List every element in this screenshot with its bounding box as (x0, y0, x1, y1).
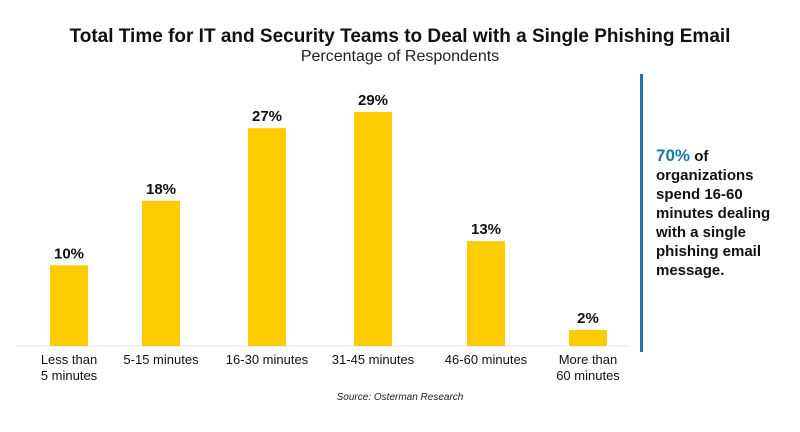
bar (569, 329, 607, 346)
bar-value-label: 2% (577, 310, 599, 327)
bar (248, 128, 286, 346)
category-label: 16-30 minutes (226, 352, 309, 367)
category-label: 5-15 minutes (123, 352, 199, 367)
chart-title: Total Time for IT and Security Teams to … (69, 26, 731, 47)
bar-value-label: 29% (358, 92, 388, 109)
bar (467, 241, 505, 346)
category-label: More than (559, 352, 618, 367)
callout-text: 70% of organizations spend 16-60 minutes… (656, 146, 794, 280)
category-label: 46-60 minutes (445, 352, 528, 367)
callout-divider (640, 74, 643, 352)
bar (142, 200, 180, 346)
bar-value-label: 18% (146, 181, 176, 198)
category-label: 60 minutes (556, 368, 620, 383)
bar (50, 265, 88, 346)
callout-body: of organizations spend 16-60 minutes dea… (656, 148, 771, 279)
category-label: 5 minutes (41, 368, 98, 383)
bar-value-label: 13% (471, 221, 501, 238)
callout-highlight: 70% (656, 146, 691, 165)
source-note: Source: Osterman Research (336, 392, 464, 403)
bar-value-label: 27% (252, 108, 282, 125)
category-label: Less than (41, 352, 97, 367)
chart-subtitle: Percentage of Respondents (300, 48, 500, 65)
bar (354, 112, 392, 346)
bar-value-label: 10% (54, 245, 84, 262)
category-label: 31-45 minutes (332, 352, 415, 367)
